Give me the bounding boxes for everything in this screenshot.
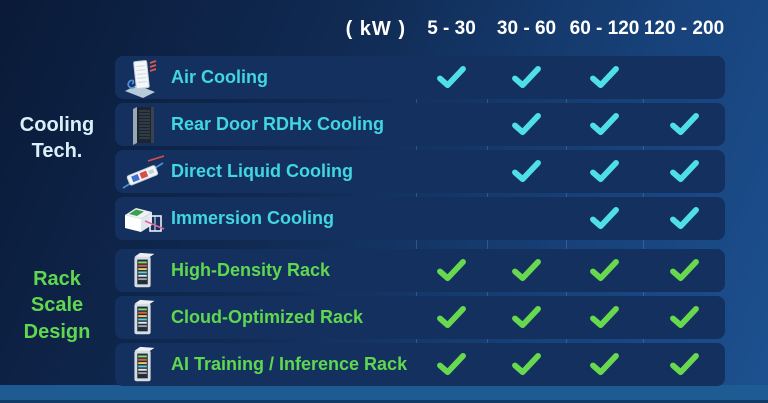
check-icon (590, 352, 619, 376)
check-cell (416, 150, 487, 193)
table-row-direct-liquid: Direct Liquid Cooling (115, 150, 725, 193)
air-cooling-icon (115, 56, 171, 99)
table-row-ai-training-inference-rack: AI Training / Inference Rack (115, 343, 725, 386)
check-icon (590, 159, 619, 183)
check-cell (487, 103, 566, 146)
check-cell (566, 343, 643, 386)
column-header-5-30: 5 - 30 (427, 18, 476, 39)
check-cell (416, 296, 487, 339)
check-icon (512, 112, 541, 136)
check-cell (487, 296, 566, 339)
check-cell (643, 296, 725, 339)
group-label-cooling-tech: Cooling Tech. (19, 114, 95, 163)
server-rack-icon (115, 296, 171, 339)
check-cell (487, 197, 566, 240)
check-cell (487, 343, 566, 386)
row-label: Cloud-Optimized Rack (171, 307, 364, 327)
floor-edge-line (0, 400, 768, 403)
column-header-120-200: 120 - 200 (643, 18, 725, 39)
check-icon (669, 258, 699, 282)
check-cell (416, 56, 487, 99)
check-cell (416, 343, 487, 386)
server-rack-icon (115, 249, 171, 292)
check-icon (590, 206, 619, 230)
check-icon (437, 65, 466, 89)
check-icon (512, 159, 541, 183)
row-label: High-Density Rack (171, 260, 331, 280)
check-cell (643, 56, 725, 99)
check-icon (590, 258, 619, 282)
check-icon (669, 112, 699, 136)
table-row-air-cooling: Air Cooling (115, 56, 725, 99)
row-label: Immersion Cooling (171, 208, 335, 228)
check-icon (590, 65, 619, 89)
column-header-60-120: 60 - 120 (569, 18, 640, 39)
check-icon (512, 305, 541, 329)
group-label-rack-scale-design: Rack Scale Design (23, 268, 91, 343)
check-cell (566, 197, 643, 240)
check-cell (487, 56, 566, 99)
check-icon (437, 352, 466, 376)
row-label: Air Cooling (171, 67, 268, 87)
check-cell (566, 150, 643, 193)
table-row-high-density-rack: High-Density Rack (115, 249, 725, 292)
table-row-rear-door-rdhx: Rear Door RDHx Cooling (115, 103, 725, 146)
check-icon (512, 352, 541, 376)
check-icon (590, 112, 619, 136)
check-cell (566, 249, 643, 292)
check-cell (416, 249, 487, 292)
direct-liquid-icon (115, 150, 171, 193)
check-cell (487, 249, 566, 292)
check-icon (669, 159, 699, 183)
check-icon (512, 258, 541, 282)
matrix-rows: Air Cooling (115, 56, 725, 390)
check-cell (566, 103, 643, 146)
check-cell (566, 296, 643, 339)
kw-unit-label: ( kW ) (345, 17, 406, 40)
immersion-tank-icon (115, 197, 171, 240)
column-header-30-60: 30 - 60 (496, 18, 557, 39)
check-cell (643, 103, 725, 146)
table-row-cloud-optimized-rack: Cloud-Optimized Rack (115, 296, 725, 339)
check-cell (643, 197, 725, 240)
check-cell (416, 197, 487, 240)
table-row-immersion: Immersion Cooling (115, 197, 725, 240)
check-cell (566, 56, 643, 99)
check-cell (487, 150, 566, 193)
check-icon (437, 258, 466, 282)
table-header: ( kW ) 5 - 30 30 - 60 60 - 120 120 - 200 (115, 16, 725, 42)
check-icon (669, 206, 699, 230)
floor-strip (0, 385, 768, 400)
check-cell (643, 343, 725, 386)
check-icon (590, 305, 619, 329)
server-rack-icon (115, 343, 171, 386)
row-label: AI Training / Inference Rack (171, 354, 408, 374)
check-cell (416, 103, 487, 146)
check-icon (512, 65, 541, 89)
rear-door-rack-icon (115, 103, 171, 146)
check-cell (643, 249, 725, 292)
row-label: Rear Door RDHx Cooling (171, 114, 385, 134)
check-icon (669, 352, 699, 376)
check-cell (643, 150, 725, 193)
row-label: Direct Liquid Cooling (171, 161, 353, 181)
check-icon (669, 305, 699, 329)
check-icon (437, 305, 466, 329)
